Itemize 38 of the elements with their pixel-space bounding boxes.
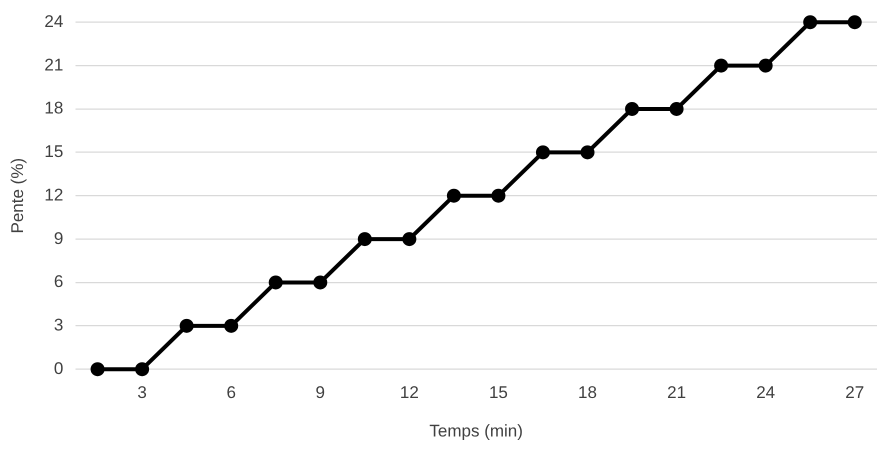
point — [803, 15, 818, 30]
point — [580, 145, 594, 160]
x-tick-label: 9 — [316, 383, 326, 402]
point — [402, 232, 416, 246]
x-tick-label: 21 — [667, 383, 686, 402]
point — [358, 232, 372, 246]
point — [670, 102, 684, 116]
point — [90, 362, 105, 376]
x-tick-label: 18 — [578, 383, 597, 402]
point — [313, 275, 328, 290]
point — [180, 318, 194, 333]
point — [224, 318, 238, 333]
y-tick-label: 3 — [54, 316, 64, 335]
y-tick-label: 18 — [44, 98, 64, 118]
y-tick-label: 9 — [54, 228, 64, 248]
x-tick-label: 27 — [845, 383, 864, 402]
point — [714, 58, 728, 73]
point — [848, 15, 862, 30]
y-tick-label: 6 — [54, 272, 64, 292]
x-tick-label: 12 — [400, 383, 419, 402]
x-tick-label: 24 — [756, 383, 776, 402]
y-tick-label: 15 — [44, 142, 64, 162]
point — [135, 362, 150, 376]
x-tick-label: 15 — [488, 383, 508, 402]
point — [446, 188, 461, 203]
y-tick-label: 21 — [44, 55, 64, 74]
x-tick-label: 3 — [137, 383, 147, 402]
y-axis-title: Pente (%) — [8, 158, 27, 234]
point — [491, 188, 506, 203]
x-tick-label: 6 — [226, 383, 236, 402]
y-tick-label: 12 — [44, 185, 64, 204]
point — [758, 58, 773, 73]
x-axis-title: Temps (min) — [429, 421, 523, 440]
y-tick-label: 0 — [54, 358, 64, 378]
point — [268, 275, 283, 290]
point — [536, 145, 550, 160]
point — [625, 102, 640, 116]
y-tick-label: 24 — [44, 12, 64, 31]
